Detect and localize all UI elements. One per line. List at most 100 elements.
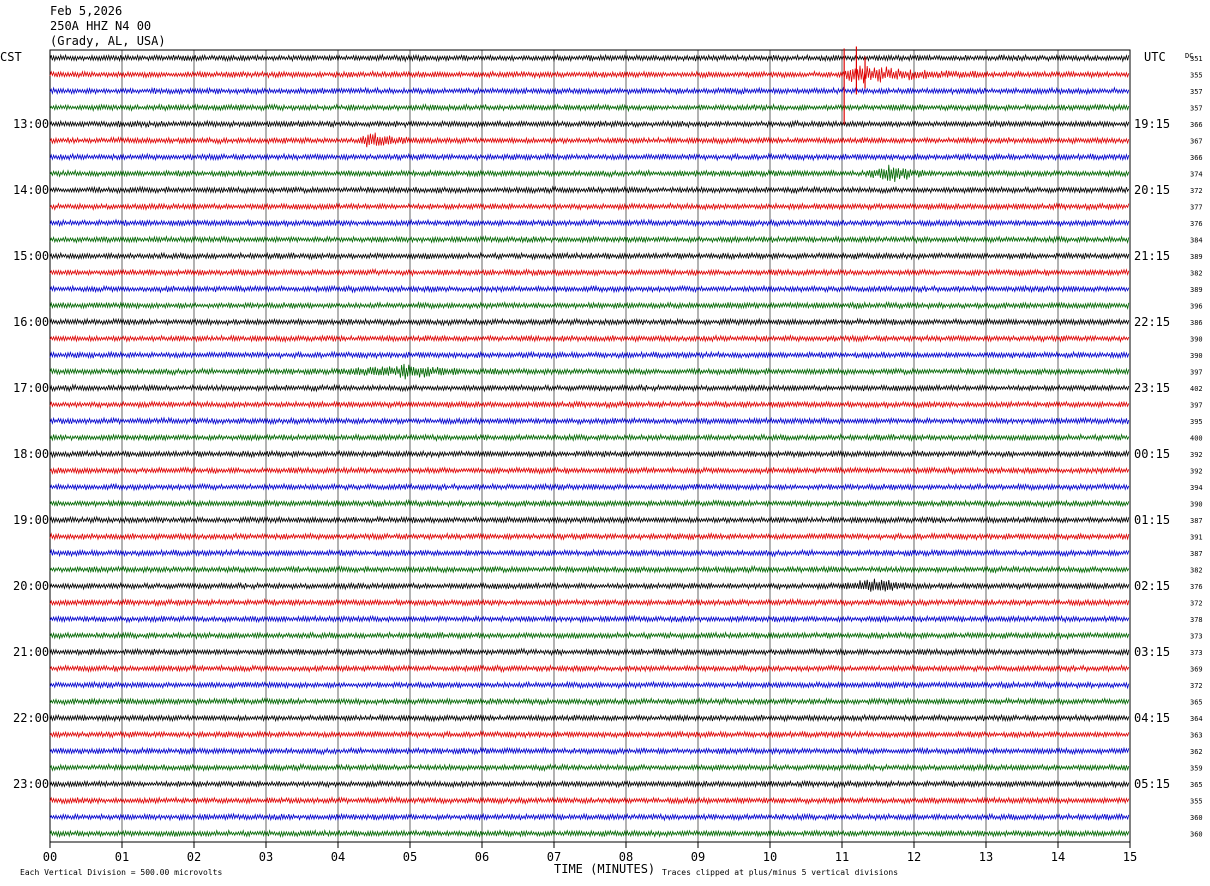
x-tick-label: 08 bbox=[619, 850, 633, 864]
x-tick-label: 12 bbox=[907, 850, 921, 864]
right-hour-label: 04:15 bbox=[1134, 711, 1170, 725]
x-tick-label: 15 bbox=[1123, 850, 1137, 864]
dc-offset-label: 372 bbox=[1190, 600, 1203, 608]
trace-row bbox=[49, 284, 1130, 294]
axis-labels: 00 01 02 03 04 05 06 07 08 09 10 11 12 13 14 15 351 355 35… bbox=[13, 55, 1203, 864]
dc-offset-label: 384 bbox=[1190, 237, 1203, 245]
dc-offset-label: 400 bbox=[1190, 435, 1203, 443]
right-hour-label: 01:15 bbox=[1134, 513, 1170, 527]
trace-row bbox=[49, 152, 1130, 162]
trace-row bbox=[49, 350, 1130, 360]
x-tick-label: 11 bbox=[835, 850, 849, 864]
trace-row bbox=[49, 449, 1130, 459]
trace-row bbox=[49, 597, 1130, 608]
right-hour-label: 00:15 bbox=[1134, 447, 1170, 461]
trace-row bbox=[49, 498, 1130, 509]
x-tick-label: 03 bbox=[259, 850, 273, 864]
right-hour-label: 05:15 bbox=[1134, 777, 1170, 791]
dc-offset-label: 373 bbox=[1190, 649, 1203, 657]
trace-row bbox=[49, 267, 1130, 278]
right-hour-label: 20:15 bbox=[1134, 183, 1170, 197]
dc-offset-label: 387 bbox=[1190, 550, 1203, 558]
dc-offset-label: 397 bbox=[1190, 369, 1203, 377]
dc-offset-label: 396 bbox=[1190, 303, 1203, 311]
dc-offset-label: 367 bbox=[1190, 138, 1203, 146]
dc-offset-label: 394 bbox=[1190, 484, 1203, 492]
trace-row bbox=[49, 696, 1130, 707]
right-hour-label: 19:15 bbox=[1134, 117, 1170, 131]
trace-row bbox=[49, 251, 1130, 261]
dc-offset-label: 402 bbox=[1190, 385, 1203, 393]
trace-row bbox=[49, 86, 1130, 96]
dc-offset-label: 360 bbox=[1190, 814, 1203, 822]
dc-offset-label: 374 bbox=[1190, 171, 1203, 179]
dc-offset-label: 372 bbox=[1190, 682, 1203, 690]
trace-row bbox=[49, 795, 1130, 806]
trace-row bbox=[49, 515, 1130, 525]
dc-offset-label: 357 bbox=[1190, 105, 1203, 113]
dc-offset-label: 395 bbox=[1190, 418, 1203, 426]
left-hour-label: 18:00 bbox=[13, 447, 49, 461]
x-tick-label: 04 bbox=[331, 850, 345, 864]
left-hour-label: 14:00 bbox=[13, 183, 49, 197]
x-axis-title: TIME (MINUTES) bbox=[554, 862, 655, 876]
right-hour-label: 02:15 bbox=[1134, 579, 1170, 593]
trace-row bbox=[49, 564, 1130, 574]
x-tick-label: 06 bbox=[475, 850, 489, 864]
trace-row bbox=[49, 482, 1130, 492]
dc-offset-label: 390 bbox=[1190, 352, 1203, 360]
dc-offset-label: 387 bbox=[1190, 517, 1203, 525]
dc-offset-label: 365 bbox=[1190, 699, 1203, 707]
left-hour-label: 16:00 bbox=[13, 315, 49, 329]
dc-offset-label: 363 bbox=[1190, 732, 1203, 740]
dc-offset-label: 366 bbox=[1190, 121, 1203, 129]
trace-row bbox=[49, 578, 1130, 592]
x-tick-label: 10 bbox=[763, 850, 777, 864]
trace-row bbox=[49, 65, 1130, 84]
trace-row bbox=[49, 432, 1130, 443]
dc-offset-label: 355 bbox=[1190, 72, 1203, 80]
trace-row bbox=[49, 119, 1130, 129]
trace-row bbox=[49, 333, 1130, 344]
dc-offset-label: 362 bbox=[1190, 748, 1203, 756]
trace-row bbox=[49, 164, 1130, 183]
trace-row bbox=[49, 317, 1130, 327]
dc-offset-label: 390 bbox=[1190, 336, 1203, 344]
x-tick-label: 07 bbox=[547, 850, 561, 864]
left-hour-label: 19:00 bbox=[13, 513, 49, 527]
trace-row bbox=[49, 779, 1130, 789]
dc-offset-label: 377 bbox=[1190, 204, 1203, 212]
dc-offset-label: 391 bbox=[1190, 534, 1203, 542]
dc-offset-label: 392 bbox=[1190, 468, 1203, 476]
trace-row bbox=[49, 300, 1130, 311]
trace-row bbox=[49, 363, 1130, 380]
header-station: 250A HHZ N4 00 bbox=[50, 19, 152, 33]
dc-offset-label: 366 bbox=[1190, 154, 1203, 162]
dc-offset-label: 357 bbox=[1190, 88, 1203, 96]
x-tick-label: 05 bbox=[403, 850, 417, 864]
trace-row bbox=[49, 729, 1130, 740]
trace-row bbox=[49, 531, 1130, 542]
trace-row bbox=[49, 201, 1130, 212]
dc-offset-label: 369 bbox=[1190, 666, 1203, 674]
dc-offset-label: 386 bbox=[1190, 319, 1203, 327]
x-tick-label: 09 bbox=[691, 850, 705, 864]
dc-offset-label: 376 bbox=[1190, 220, 1203, 228]
dc-offset-label: 378 bbox=[1190, 616, 1203, 624]
trace-row bbox=[49, 102, 1130, 113]
plot-frame bbox=[49, 49, 1131, 843]
dc-offset-label: 351 bbox=[1190, 55, 1203, 63]
dc-offset-label: 376 bbox=[1190, 583, 1203, 591]
trace-row bbox=[49, 548, 1130, 558]
trace-row bbox=[49, 185, 1130, 195]
right-timezone-label: UTC bbox=[1144, 50, 1166, 64]
trace-row bbox=[49, 663, 1130, 674]
dc-offset-label: 373 bbox=[1190, 633, 1203, 641]
x-tick-label: 02 bbox=[187, 850, 201, 864]
dc-offset-label: 364 bbox=[1190, 715, 1203, 723]
trace-row bbox=[49, 218, 1130, 228]
trace-row bbox=[49, 647, 1130, 657]
dc-label: DC bbox=[1185, 52, 1193, 60]
right-hour-label: 23:15 bbox=[1134, 381, 1170, 395]
trace-rows bbox=[49, 53, 1130, 839]
